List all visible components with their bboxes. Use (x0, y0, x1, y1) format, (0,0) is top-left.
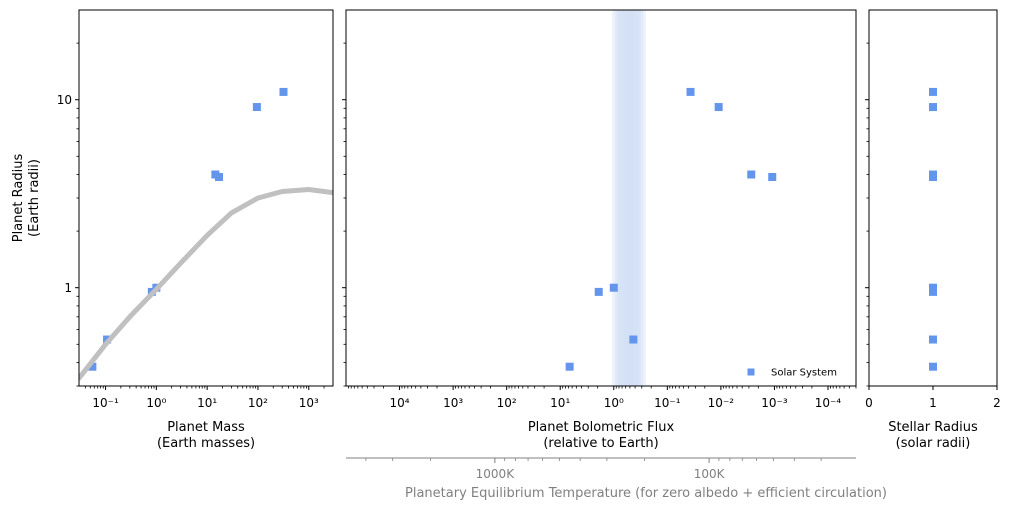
x-tick-label: 10¹ (550, 396, 570, 410)
x-tick-label: 10⁴ (390, 396, 410, 410)
planet-marker (929, 87, 937, 96)
x-tick-label: 10⁻⁴ (815, 396, 842, 410)
x-tick-label: 2 (993, 396, 1001, 410)
y-tick-label: 10 (57, 93, 72, 107)
planet-marker (929, 362, 937, 371)
planet-marker (565, 362, 574, 371)
panel-stellar: 0 1 2 Stellar Radius(solar radii) (865, 9, 1001, 451)
x-axis-label: (Earth masses) (157, 436, 255, 451)
temperature-tick-label: 100K (694, 467, 726, 481)
planet-marker (929, 170, 937, 179)
x-tick-label: 10⁻¹ (92, 396, 119, 410)
x-axis-label: Planet Bolometric Flux (528, 420, 675, 435)
planet-marker (929, 335, 937, 344)
y-axis-label: Planet Radius (11, 154, 26, 243)
temperature-axis-label: Planetary Equilibrium Temperature (for z… (405, 486, 887, 501)
x-tick-label: 10² (497, 396, 517, 410)
planet-marker (279, 87, 288, 96)
plot-area-flux (565, 10, 777, 386)
x-tick-label: 10² (248, 396, 268, 410)
legend-marker (747, 368, 755, 376)
x-axis-label: Stellar Radius (888, 420, 978, 435)
x-tick-label: 10⁻² (708, 396, 735, 410)
x-tick-label: 10⁻³ (761, 396, 788, 410)
planet-marker (594, 287, 603, 296)
temperature-tick-label: 1000K (476, 467, 516, 481)
y-tick-label: 1 (64, 281, 72, 295)
legend-label: Solar System (771, 368, 837, 379)
x-tick-label: 0 (865, 396, 873, 410)
planet-marker (929, 287, 937, 296)
x-tick-label: 10³ (443, 396, 463, 410)
x-axis-label: (solar radii) (896, 436, 971, 451)
axes-frame-stellar (868, 9, 998, 387)
x-axis-label: (relative to Earth) (543, 436, 658, 451)
x-tick-label: 1 (929, 396, 937, 410)
temperature-axis: 1000K 100K Planetary Equilibrium Temperatu… (346, 457, 887, 501)
plot-area-stellar (929, 87, 937, 371)
x-tick-label: 10⁰ (146, 396, 166, 410)
habitable-zone-band (611, 10, 647, 386)
x-tick-label: 10⁰ (604, 396, 624, 410)
panel-mass: 10⁻¹ 10⁰ 10¹ 10² 10³ 1 10 Planet Mass(Earth mas… (11, 9, 334, 451)
planet-marker (629, 335, 638, 344)
planet-marker (88, 362, 97, 371)
axes-frame-flux (345, 9, 857, 387)
y-axis-label: (Earth radii) (27, 159, 42, 237)
planet-marker (609, 283, 618, 292)
planet-marker (214, 172, 223, 181)
planet-marker (929, 283, 937, 292)
planet-marker (252, 103, 261, 112)
x-tick-label: 10³ (299, 396, 319, 410)
planet-marker (929, 103, 937, 112)
x-tick-label: 10⁻¹ (654, 396, 681, 410)
x-axis-label: Planet Mass (167, 420, 245, 435)
plot-area-mass (79, 87, 333, 381)
planet-marker (714, 103, 723, 112)
x-tick-label: 10¹ (197, 396, 217, 410)
planet-marker (686, 87, 695, 96)
planet-marker (768, 172, 777, 181)
planet-marker (747, 170, 756, 179)
mass-radius-curve (79, 187, 333, 381)
panel-flux: 10⁴ 10³ 10² 10¹ 10⁰ 10⁻¹ 10⁻² 10⁻³ 10⁻⁴ Planet Bo… (342, 9, 887, 501)
